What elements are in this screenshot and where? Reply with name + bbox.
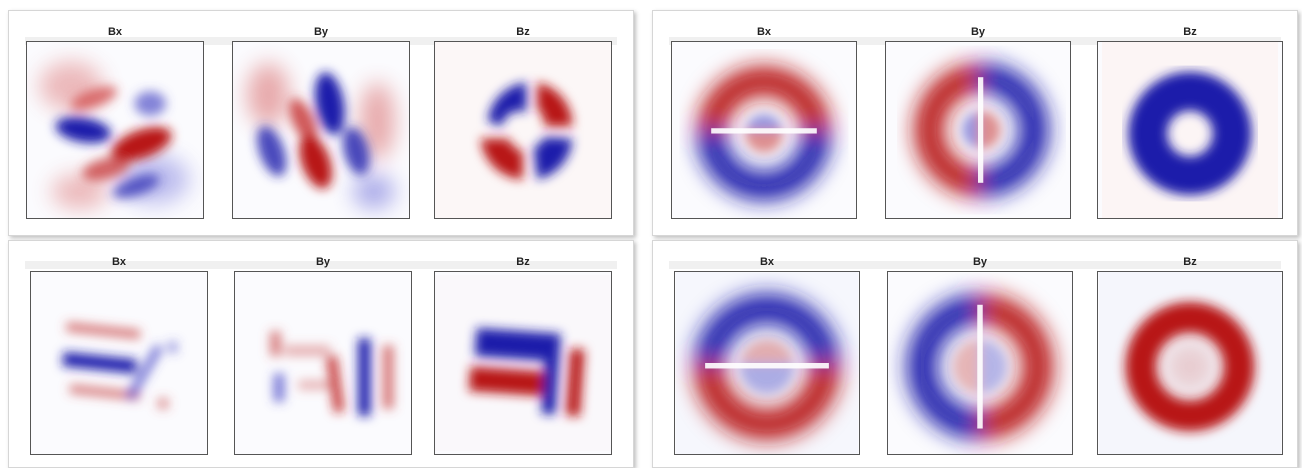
field-map-image bbox=[1102, 42, 1278, 218]
subplot-title: Bx bbox=[756, 26, 772, 38]
field-map bbox=[434, 271, 612, 455]
subplot-by: By bbox=[887, 256, 1073, 455]
field-map bbox=[885, 41, 1071, 219]
field-map-image bbox=[27, 42, 203, 218]
field-map bbox=[434, 41, 612, 219]
title-strip bbox=[669, 261, 1281, 269]
field-map-image bbox=[676, 272, 858, 454]
field-map bbox=[1097, 41, 1283, 219]
field-map bbox=[232, 41, 410, 219]
subplot-title: By bbox=[313, 26, 329, 38]
subplot-title: By bbox=[972, 256, 988, 268]
subplot-bz: Bz bbox=[434, 26, 612, 219]
subplot-title: By bbox=[970, 26, 986, 38]
subplot-by: By bbox=[234, 256, 412, 455]
subplot-title: Bx bbox=[111, 256, 127, 268]
subplot-title: Bz bbox=[1183, 26, 1197, 38]
field-map-image bbox=[676, 42, 852, 218]
subplot-bx: Bx bbox=[30, 256, 208, 455]
subplot-bx: Bx bbox=[674, 256, 860, 455]
field-map bbox=[1097, 271, 1283, 455]
subplot-title: Bz bbox=[516, 256, 530, 268]
panel-top-right: Bx By bbox=[652, 10, 1298, 236]
field-map bbox=[26, 41, 204, 219]
field-map-image bbox=[435, 42, 611, 218]
subplot-bx: Bx bbox=[671, 26, 857, 219]
panel-top-left: Bx By bbox=[8, 10, 634, 236]
field-map bbox=[887, 271, 1073, 455]
field-map bbox=[671, 41, 857, 219]
field-map bbox=[234, 271, 412, 455]
subplot-bx: Bx bbox=[26, 26, 204, 219]
subplot-bz: Bz bbox=[1097, 26, 1283, 219]
subplot-by: By bbox=[885, 26, 1071, 219]
field-map-image bbox=[890, 42, 1066, 218]
panel-bottom-right: Bx By bbox=[652, 240, 1298, 468]
field-map-image bbox=[31, 275, 207, 451]
subplot-bz: Bz bbox=[434, 256, 612, 455]
title-strip bbox=[25, 261, 617, 269]
subplot-title: Bx bbox=[107, 26, 123, 38]
field-map-image bbox=[1099, 272, 1281, 454]
subplot-title: Bz bbox=[516, 26, 530, 38]
field-map bbox=[30, 271, 208, 455]
field-map-image bbox=[889, 272, 1071, 454]
field-map-image bbox=[235, 275, 411, 451]
subplot-title: Bx bbox=[759, 256, 775, 268]
subplot-by: By bbox=[232, 26, 410, 219]
subplot-bz: Bz bbox=[1097, 256, 1283, 455]
field-map-image bbox=[435, 275, 611, 451]
field-map bbox=[674, 271, 860, 455]
subplot-title: By bbox=[315, 256, 331, 268]
panel-bottom-left: Bx By bbox=[8, 240, 634, 468]
subplot-title: Bz bbox=[1183, 256, 1197, 268]
field-map-image bbox=[233, 42, 409, 218]
